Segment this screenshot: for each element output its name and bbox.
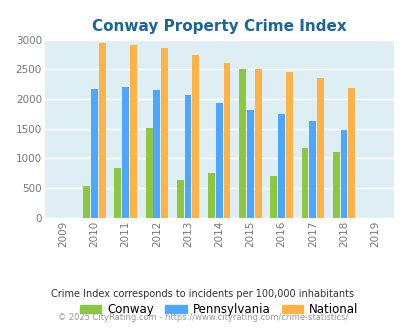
Bar [161, 48, 168, 218]
Bar [277, 114, 284, 218]
Bar [177, 180, 183, 218]
Bar [207, 173, 214, 218]
Bar [316, 78, 323, 218]
Bar [239, 69, 245, 218]
Text: Crime Index corresponds to incidents per 100,000 inhabitants: Crime Index corresponds to incidents per… [51, 289, 354, 299]
Bar [309, 121, 315, 218]
Bar [83, 186, 90, 218]
Bar [122, 87, 129, 218]
Bar [184, 95, 191, 218]
Bar [223, 63, 230, 218]
Bar [114, 169, 121, 218]
Bar [145, 127, 152, 218]
Legend: Conway, Pennsylvania, National: Conway, Pennsylvania, National [75, 299, 362, 321]
Text: © 2025 CityRating.com - https://www.cityrating.com/crime-statistics/: © 2025 CityRating.com - https://www.city… [58, 313, 347, 322]
Bar [301, 148, 308, 218]
Bar [130, 45, 136, 218]
Bar [215, 103, 222, 218]
Bar [192, 55, 199, 218]
Title: Conway Property Crime Index: Conway Property Crime Index [92, 19, 346, 34]
Bar [347, 88, 354, 218]
Bar [270, 176, 277, 218]
Bar [153, 90, 160, 218]
Bar [332, 152, 339, 218]
Bar [340, 130, 347, 218]
Bar [285, 72, 292, 218]
Bar [246, 110, 253, 218]
Bar [91, 89, 98, 218]
Bar [254, 69, 261, 218]
Bar [99, 43, 105, 218]
